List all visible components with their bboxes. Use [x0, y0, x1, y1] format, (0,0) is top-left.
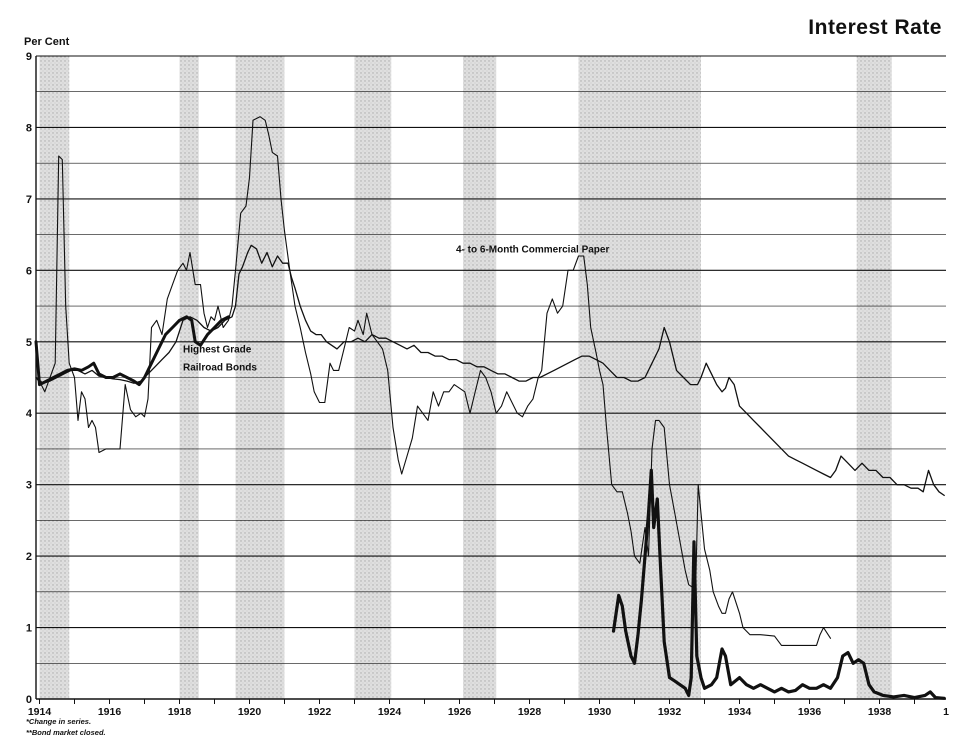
x-tick-label-1926: 1926 [448, 706, 472, 718]
series-line-3-thick-late [611, 468, 946, 700]
y-tick-label-0: 0 [26, 694, 32, 706]
series-line-0-thin [35, 116, 832, 646]
annotation-2: Railroad Bonds [183, 362, 257, 373]
annotation-0: 4- to 6-Month Commercial Paper [456, 244, 609, 255]
x-tick-label-1928: 1928 [518, 706, 542, 718]
footnote-bond-market-closed: **Bond market closed. [26, 728, 106, 737]
series-line-2-thick-early [34, 315, 230, 387]
x-tick-label-1930: 1930 [588, 706, 612, 718]
x-tick-label-1922: 1922 [308, 706, 332, 718]
footnote-change-in-series: *Change in series. [26, 717, 92, 726]
annotation-1: Highest Grade [183, 344, 252, 355]
x-tick-label-1924: 1924 [378, 706, 402, 718]
x-tick-label-1914: 1914 [28, 706, 52, 718]
x-tick-label-1916: 1916 [98, 706, 122, 718]
x-tick-label-1920: 1920 [238, 706, 262, 718]
y-tick-label-7: 7 [26, 194, 32, 206]
x-tick-label-1: 1 [943, 706, 949, 718]
y-tick-label-9: 9 [26, 51, 32, 63]
x-tick-label-1936: 1936 [798, 706, 822, 718]
y-tick-label-6: 6 [26, 265, 32, 277]
chart-title: Interest Rate [808, 16, 942, 39]
x-tick-label-1932: 1932 [658, 706, 682, 718]
series-line-1-medium [35, 244, 945, 497]
y-tick-label-4: 4 [26, 408, 33, 420]
y-tick-label-5: 5 [26, 337, 32, 349]
y-tick-label-8: 8 [26, 122, 32, 134]
y-tick-label-1: 1 [26, 623, 32, 635]
x-tick-label-1934: 1934 [728, 706, 752, 718]
y-tick-label-2: 2 [26, 551, 32, 563]
y-axis-label: Per Cent [24, 36, 70, 48]
x-tick-label-1918: 1918 [168, 706, 192, 718]
x-tick-label-1938: 1938 [868, 706, 892, 718]
y-tick-label-3: 3 [26, 480, 32, 492]
